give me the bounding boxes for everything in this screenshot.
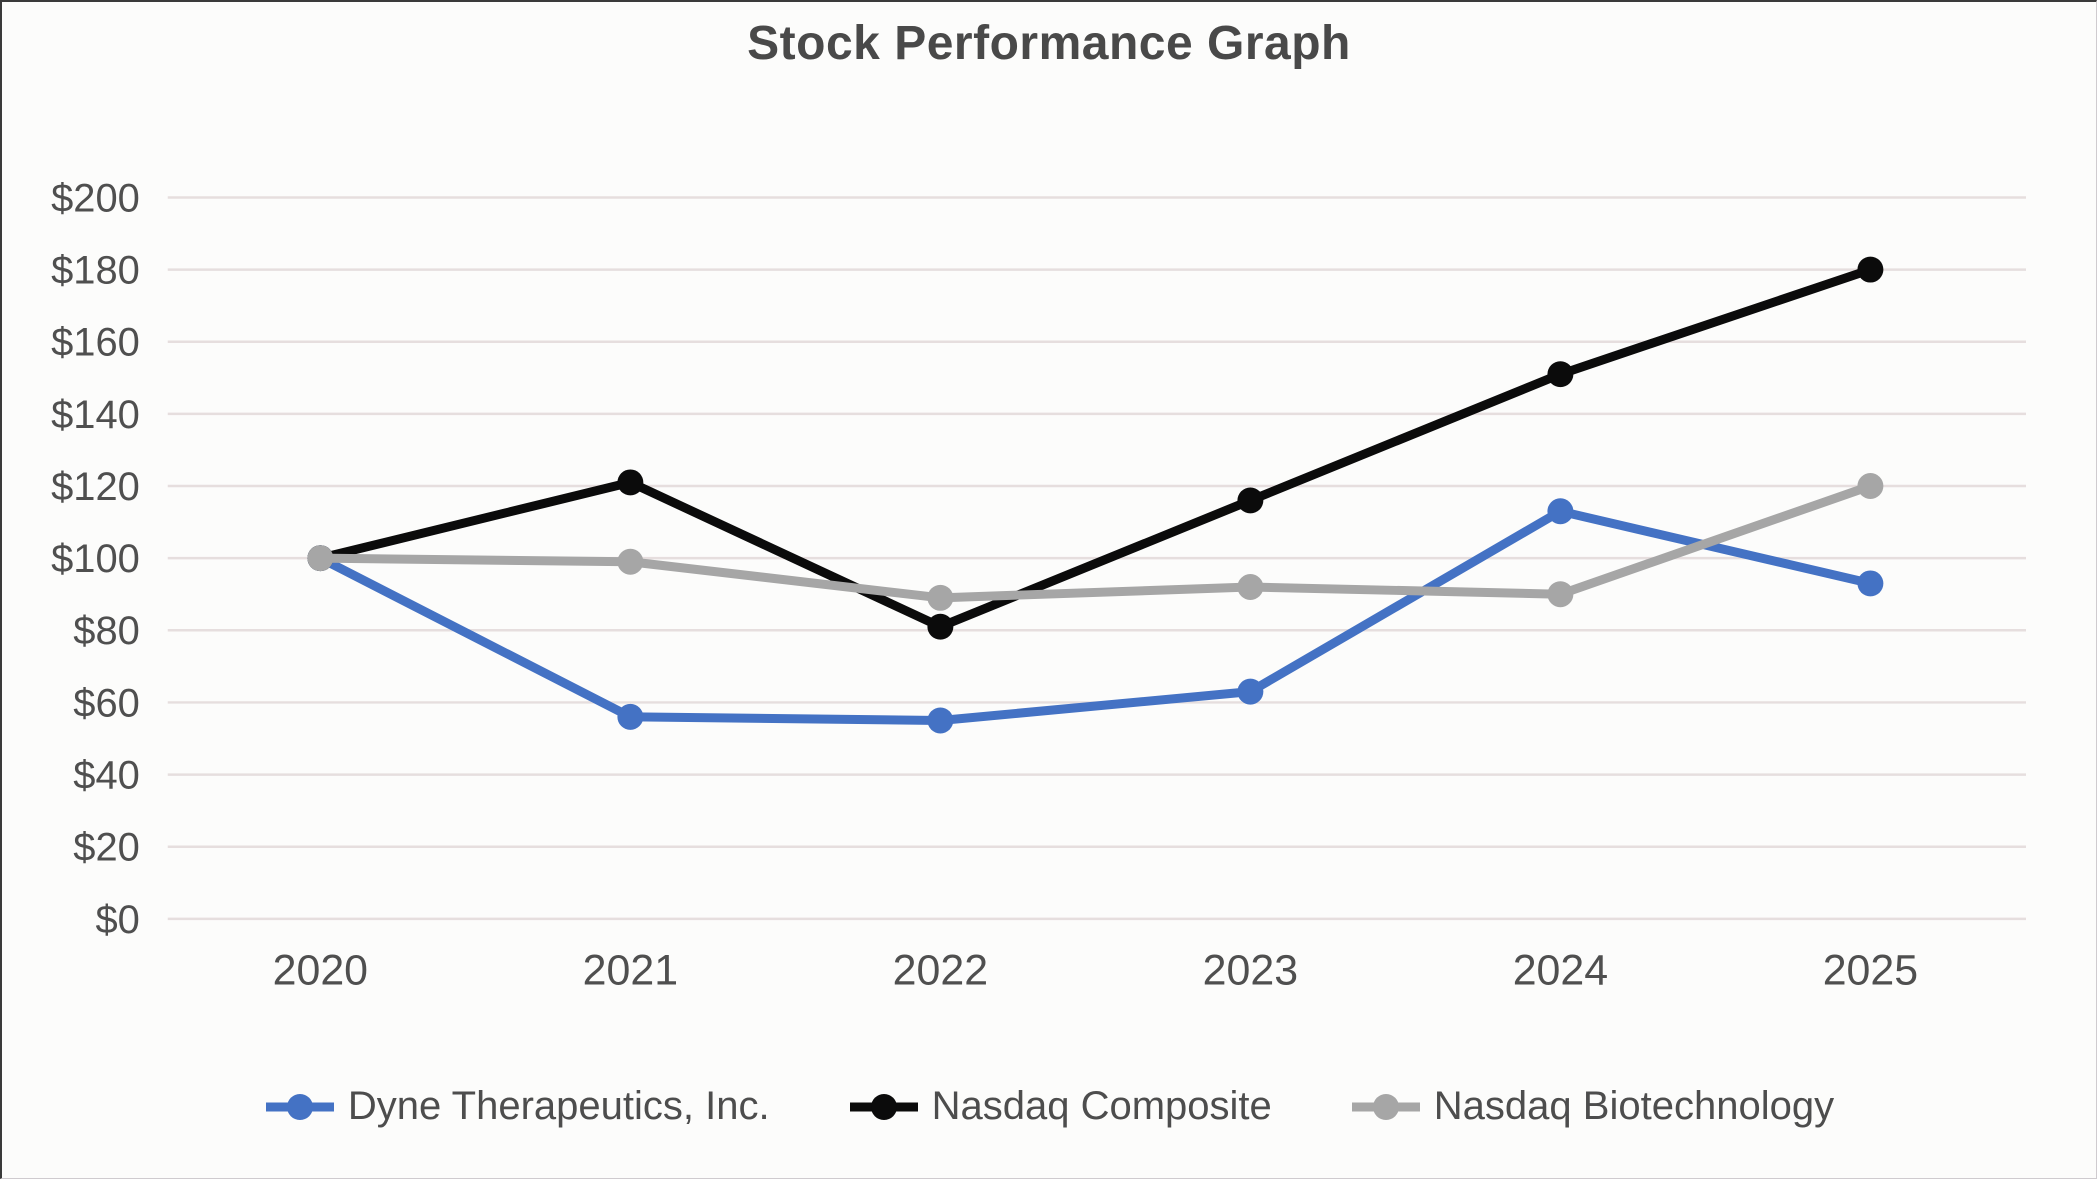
y-tick-label: $0 <box>95 898 139 942</box>
series-marker <box>1857 473 1884 499</box>
legend-label: Nasdaq Biotechnology <box>1433 1084 1835 1128</box>
series-marker <box>927 707 954 734</box>
y-tick-label: $20 <box>73 826 140 870</box>
x-tick-label: 2022 <box>893 946 988 994</box>
series-marker <box>617 703 644 730</box>
series-marker <box>307 545 334 572</box>
y-tick-label: $100 <box>51 537 140 581</box>
x-tick-label: 2023 <box>1203 946 1298 994</box>
series-marker <box>1857 570 1884 597</box>
series-marker <box>617 548 644 575</box>
x-tick-label: 2025 <box>1823 946 1918 994</box>
line-marker-icon <box>1351 1093 1420 1120</box>
series-line <box>315 506 1875 725</box>
y-tick-label: $200 <box>51 176 140 220</box>
line-marker-icon <box>849 1093 918 1120</box>
legend-item-nasdaq-composite: Nasdaq Composite <box>848 1084 1272 1129</box>
x-tick-label: 2024 <box>1513 946 1608 994</box>
series-marker <box>927 613 954 640</box>
series-marker <box>927 584 954 611</box>
legend-item-nasdaq-biotechnology: Nasdaq Biotechnology <box>1350 1084 1834 1129</box>
series-marker <box>1237 487 1264 514</box>
legend-item-dyne-therapeutics: Dyne Therapeutics, Inc. <box>264 1084 770 1129</box>
series-line <box>315 481 1875 603</box>
series-marker <box>1547 498 1574 525</box>
legend-label: Dyne Therapeutics, Inc. <box>347 1084 770 1128</box>
line-marker-icon <box>265 1093 334 1120</box>
y-tick-label: $120 <box>51 465 140 509</box>
chart-title: Stock Performance Graph <box>747 17 1351 70</box>
series-marker <box>1857 256 1884 283</box>
y-tick-label: $60 <box>73 681 140 725</box>
series-marker <box>1547 361 1574 388</box>
series-marker <box>617 469 644 496</box>
x-tick-label: 2021 <box>583 946 678 994</box>
chart-legend: Dyne Therapeutics, Inc. Nasdaq Composite… <box>2 1084 2096 1129</box>
y-tick-label: $140 <box>51 393 140 437</box>
series-marker <box>1237 574 1264 600</box>
y-tick-label: $40 <box>73 754 140 798</box>
y-tick-label: $180 <box>51 249 140 293</box>
y-tick-label: $160 <box>51 321 140 365</box>
series-marker <box>1547 581 1574 608</box>
series-marker <box>1237 678 1264 705</box>
legend-label: Nasdaq Composite <box>931 1084 1272 1128</box>
series-line <box>315 265 1875 632</box>
x-tick-label: 2020 <box>273 946 368 994</box>
y-tick-label: $80 <box>73 609 140 653</box>
